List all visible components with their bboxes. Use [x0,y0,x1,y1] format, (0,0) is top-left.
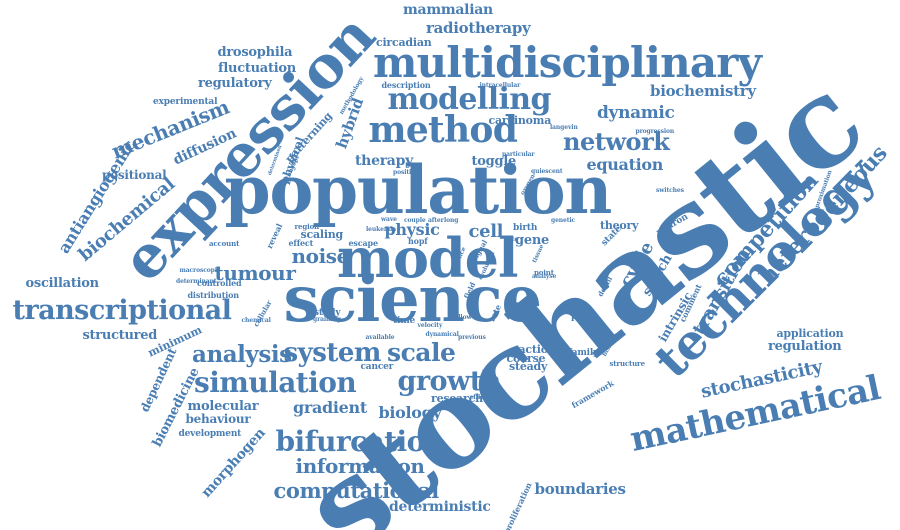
word-dynamic: dynamic [597,102,675,123]
word-region: region [294,221,320,231]
word-genetic: genetic [551,217,576,224]
word-gradient: gradient [293,398,367,417]
word-toggle: toggle [471,153,517,169]
word-coarse: coarse [506,351,546,365]
word-switches: switches [656,187,684,194]
word-couple: couple [404,217,426,224]
word-computational: computational [273,477,440,503]
word-leukemia: leukemia [366,226,396,233]
word-tumour: tumour [214,261,296,285]
word-position: position [393,169,420,176]
word-structured: structured [82,327,158,343]
word-escape: escape [348,238,379,248]
word-behaviour: behaviour [185,412,251,426]
word-gene: gene [515,232,550,248]
word-structure: structure [609,358,646,368]
word-model: model [337,226,518,290]
word-steady: steady [509,359,548,373]
word-analysis: analysis [192,340,292,368]
word-distribution: distribution [187,290,240,300]
word-noise: noise [291,244,350,268]
word-regulatory: regulatory [198,75,272,91]
word-positional: positional [102,168,167,182]
word-controlled: controlled [197,278,242,288]
word-langevin: langevin [550,124,578,131]
word-experimental: experimental [153,96,218,107]
word-radiotherapy: radiotherapy [426,18,531,37]
word-cell: cell [468,221,504,242]
word-physic: physic [384,220,440,239]
word-oscillation: oscillation [25,275,100,291]
word-scaling: scaling [300,227,344,241]
word-biology: biology [378,403,442,422]
word-particular: particular [502,151,535,158]
word-progression: progression [635,128,675,135]
word-carcinoma: carcinoma [488,113,552,127]
word-family: family [568,347,599,358]
word-development: development [178,428,242,439]
word-equation: equation [586,155,664,174]
word-theory: theory [600,218,639,232]
word-topic: topic [586,320,606,330]
word-time: time [393,315,416,326]
word-cancer: cancer [360,361,394,372]
word-molecular: molecular [187,398,259,414]
word-velocity: velocity [417,322,443,329]
word-multidisciplinary: multidisciplinary [373,38,762,87]
word-bifurcation: bifurcation [275,425,446,458]
word-fate: fate [505,236,519,243]
word-point: point [534,267,554,277]
word-description: description [381,80,431,90]
word-simulation: simulation [194,366,357,399]
word-available: available [365,334,395,341]
word-quiescent: quiescent [531,168,563,175]
word-numerical: numerical [662,235,702,245]
word-network: network [563,127,670,156]
word-account: account [209,238,240,248]
word-information: information [295,454,425,478]
word-transcriptional: transcriptional [12,294,232,326]
word-analyse: analyse [532,273,557,280]
word-scale: scale [387,337,456,367]
word-chemical: chemical [241,317,271,324]
word-after: after [428,217,444,224]
word-study: study [314,307,341,318]
word-boundaries: boundaries [534,479,626,498]
word-macroscopic: macroscopic [179,267,221,274]
word-long: long [444,217,459,224]
word-allow: allow [454,314,472,321]
word-modelling: modelling [387,82,552,117]
word-graining: graining [313,316,341,323]
word-path: path [571,311,594,322]
word-science: science [283,262,543,337]
word-fluctuation: fluctuation [218,60,296,76]
word-research: research [431,391,483,405]
word-circadian: circadian [376,35,432,49]
word-efficient: efficient [469,394,497,401]
word-wave: wave [381,216,397,223]
word-intracellular: intracellular [479,82,521,89]
word-birth: birth [513,222,538,233]
word-effect: effect [288,238,314,248]
word-deterministic: deterministic [389,499,491,515]
word-drosophila: drosophila [217,44,293,60]
word-action: action [518,342,556,356]
word-therapy: therapy [355,153,413,169]
word-biochemistry: biochemistry [650,81,756,100]
word-application: application [776,326,844,340]
word-proliferation: proliferation [500,480,534,530]
word-system: system [283,338,382,368]
word-previous: previous [458,334,486,341]
word-method: method [368,109,518,151]
word-population: population [224,151,613,229]
word-regulation: regulation [768,338,842,354]
word-mammalian: mammalian [403,2,493,18]
word-growth: growth [397,365,502,397]
word-hopf: hopf [408,236,428,246]
word-determinant: determinant [176,278,217,285]
word-dynamical: dynamical [425,331,459,338]
